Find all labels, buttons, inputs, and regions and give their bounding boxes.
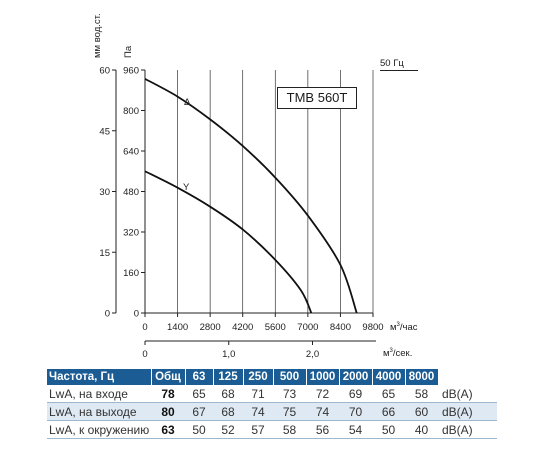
x-axis-title: м3/час	[390, 322, 418, 333]
table-cell: 58	[273, 420, 306, 439]
header-cell: 1000	[306, 369, 340, 385]
row-label: LwA, на входе	[47, 385, 151, 403]
table-cell: 68	[213, 385, 243, 403]
table-cell: 74	[243, 402, 273, 421]
header-cell: 8000	[405, 369, 439, 385]
unit-cell: dB(A)	[438, 385, 497, 403]
y-left-tick-label: 45	[99, 126, 110, 137]
y-tick-label: 0	[134, 309, 139, 320]
y-tick-label: 960	[123, 66, 139, 77]
header-blank	[438, 369, 497, 385]
curve-delta	[144, 78, 358, 314]
table-cell: 71	[243, 385, 273, 403]
x-tick-label: 9800	[362, 322, 383, 333]
x-tick-label: 2800	[200, 322, 221, 333]
x-tick-label: 4200	[232, 322, 253, 333]
x-tick-label: 1400	[167, 322, 188, 333]
tick-labels: 0 160 320 480 640 800 960 0 15 30 45 60 0 1400 2800 420…	[99, 66, 383, 361]
axes	[112, 69, 376, 345]
y-tick-label: 480	[123, 187, 139, 198]
y-tick-label: 320	[123, 228, 139, 239]
unit-cell: dB(A)	[438, 402, 497, 421]
y-left-axis-title: мм вод.ст.	[92, 13, 103, 58]
table-cell: 74	[306, 402, 339, 421]
y-left-tick-label: 30	[99, 187, 110, 198]
y-tick-label: 800	[123, 106, 139, 117]
table-cell: 40	[405, 420, 438, 439]
row-label: LwA, на выходе	[47, 402, 151, 421]
table-cell: 52	[213, 420, 243, 439]
y-tick-label: 640	[123, 147, 139, 158]
table-cell: 75	[273, 402, 306, 421]
y-left-tick-label: 60	[99, 66, 110, 77]
noise-level-table: Частота, Гц Общ 63 125 250 500 1000 2000…	[47, 369, 497, 439]
table-cell: 60	[405, 402, 438, 421]
table-cell: 68	[213, 402, 243, 421]
table-cell: 73	[273, 385, 306, 403]
table-cell: 65	[185, 385, 213, 403]
table-cell: 66	[372, 402, 405, 421]
x-tick-label: 0	[142, 322, 147, 333]
table-cell: 69	[339, 385, 372, 403]
table-cell: 67	[185, 402, 213, 421]
table-cell: 72	[306, 385, 339, 403]
x2-tick-label: 0	[142, 349, 147, 360]
y-left-tick-label: 15	[99, 248, 110, 259]
x2-tick-label: 2,0	[306, 349, 319, 360]
x2-tick-label: 1,0	[222, 349, 235, 360]
header-cell: 2000	[339, 369, 373, 385]
table-cell: 50	[372, 420, 405, 439]
table-cell: 70	[339, 402, 372, 421]
row-label: LwA, к окружению	[47, 420, 151, 439]
header-cell: 125	[213, 369, 244, 385]
x2-axis-title: м3/сек.	[383, 348, 412, 359]
header-cell: 500	[273, 369, 307, 385]
table-cell: 50	[185, 420, 213, 439]
y-tick-label: 160	[123, 268, 139, 279]
table-cell: 65	[372, 385, 405, 403]
table-cell: 56	[306, 420, 339, 439]
x-tick-label: 7000	[297, 322, 318, 333]
table-cell-total: 78	[151, 385, 185, 403]
curves	[144, 78, 358, 314]
series-label-delta: Δ	[184, 97, 191, 108]
table-cell-total: 80	[151, 402, 185, 421]
header-cell: 63	[185, 369, 214, 385]
curve-y	[144, 170, 313, 314]
y-left-tick-label: 0	[105, 309, 110, 320]
performance-chart: 0 160 320 480 640 800 960 0 15 30 45 60 0 1400 2800 420…	[92, 13, 418, 361]
header-frequency-label: Частота, Гц	[47, 369, 152, 385]
header-cell: Общ	[151, 369, 186, 385]
grid-lines	[177, 70, 374, 313]
y-axis-title: Па	[123, 45, 134, 58]
header-cell: 4000	[372, 369, 406, 385]
table-cell: 58	[405, 385, 438, 403]
series-label-y: Y	[183, 182, 190, 193]
unit-cell: dB(A)	[438, 420, 497, 439]
table-header-row: Частота, Гц Общ 63 125 250 500 1000 2000…	[47, 369, 497, 385]
header-cell: 250	[243, 369, 274, 385]
table-row: LwA, к окружению 63 50 52 57 58 56 54 50…	[47, 420, 497, 439]
x-tick-label: 8400	[330, 322, 351, 333]
table-row: LwA, на входе 78 65 68 71 73 72 69 65 58…	[47, 385, 497, 403]
table-row: LwA, на выходе 80 67 68 74 75 74 70 66 6…	[47, 402, 497, 421]
table-cell: 57	[243, 420, 273, 439]
x-tick-label: 5600	[265, 322, 286, 333]
table-cell: 54	[339, 420, 372, 439]
table-cell-total: 63	[151, 420, 185, 439]
model-label-box: TMB 560T	[277, 87, 357, 109]
frequency-label: 50 Гц	[380, 58, 418, 71]
